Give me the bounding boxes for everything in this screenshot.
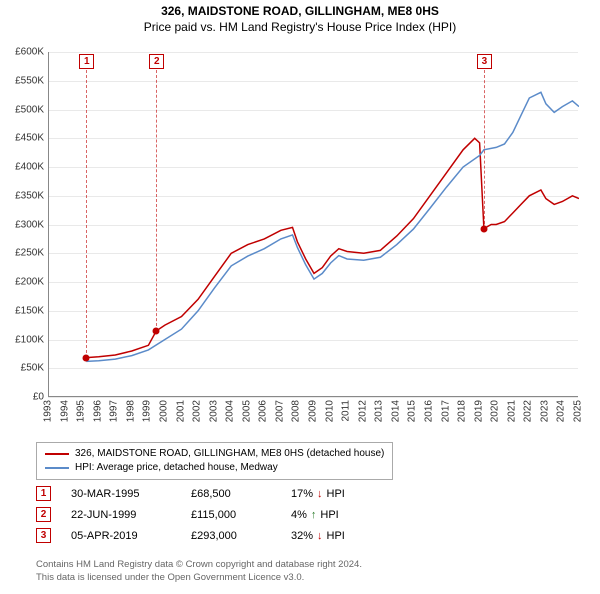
arrow-up-icon: ↑ bbox=[311, 509, 317, 521]
plot-area: 1 2 3 bbox=[48, 52, 578, 397]
marker-dashed-line bbox=[484, 70, 485, 229]
line-plot bbox=[49, 52, 579, 397]
marker-dashed-line bbox=[86, 70, 87, 358]
xtick-label: 2020 bbox=[490, 400, 501, 422]
legend-label: HPI: Average price, detached house, Medw… bbox=[75, 461, 278, 475]
xtick-label: 2012 bbox=[357, 400, 368, 422]
xtick-label: 2011 bbox=[341, 400, 352, 422]
xtick-label: 1998 bbox=[125, 400, 136, 422]
transaction-marker: 1 bbox=[36, 486, 51, 501]
transaction-row: 3 05-APR-2019 £293,000 32% ↓ HPI bbox=[36, 528, 391, 543]
xtick-label: 2000 bbox=[158, 400, 169, 422]
xtick-label: 2019 bbox=[473, 400, 484, 422]
footer-line-1: Contains HM Land Registry data © Crown c… bbox=[36, 558, 362, 571]
xtick-label: 2002 bbox=[192, 400, 203, 422]
legend-item: HPI: Average price, detached house, Medw… bbox=[45, 461, 384, 475]
transaction-diff: 17% ↓ HPI bbox=[291, 488, 391, 500]
diff-pct: 17% bbox=[291, 488, 313, 500]
marker-badge: 1 bbox=[79, 54, 94, 69]
chart-subtitle: Price paid vs. HM Land Registry's House … bbox=[0, 20, 600, 34]
ytick-label: £150K bbox=[15, 305, 44, 316]
xtick-label: 2016 bbox=[423, 400, 434, 422]
transaction-price: £293,000 bbox=[191, 530, 271, 542]
xtick-label: 2025 bbox=[573, 400, 584, 422]
marker-badge: 3 bbox=[477, 54, 492, 69]
transaction-diff: 4% ↑HPI bbox=[291, 509, 391, 521]
legend: 326, MAIDSTONE ROAD, GILLINGHAM, ME8 0HS… bbox=[36, 442, 393, 480]
xtick-label: 2003 bbox=[208, 400, 219, 422]
arrow-down-icon: ↓ bbox=[317, 530, 323, 542]
legend-swatch bbox=[45, 467, 69, 469]
xtick-label: 2004 bbox=[225, 400, 236, 422]
diff-suffix: HPI bbox=[327, 488, 345, 500]
xtick-label: 2008 bbox=[291, 400, 302, 422]
ytick-label: £450K bbox=[15, 133, 44, 144]
ytick-label: £250K bbox=[15, 248, 44, 259]
ytick-label: £600K bbox=[15, 47, 44, 58]
ytick-label: £200K bbox=[15, 277, 44, 288]
legend-label: 326, MAIDSTONE ROAD, GILLINGHAM, ME8 0HS… bbox=[75, 447, 384, 461]
footer-attribution: Contains HM Land Registry data © Crown c… bbox=[36, 558, 362, 584]
gridline-y bbox=[48, 397, 578, 398]
transaction-diff: 32% ↓ HPI bbox=[291, 530, 391, 542]
transaction-row: 2 22-JUN-1999 £115,000 4% ↑HPI bbox=[36, 507, 391, 522]
ytick-label: £550K bbox=[15, 75, 44, 86]
marker-dot bbox=[480, 225, 487, 232]
ytick-label: £100K bbox=[15, 334, 44, 345]
transaction-date: 22-JUN-1999 bbox=[71, 509, 171, 521]
diff-pct: 4% bbox=[291, 509, 307, 521]
marker-dot bbox=[83, 354, 90, 361]
ytick-label: £400K bbox=[15, 162, 44, 173]
transaction-marker: 2 bbox=[36, 507, 51, 522]
xtick-label: 2017 bbox=[440, 400, 451, 422]
chart-title: 326, MAIDSTONE ROAD, GILLINGHAM, ME8 0HS bbox=[0, 4, 600, 18]
footer-line-2: This data is licensed under the Open Gov… bbox=[36, 571, 362, 584]
ytick-label: £50K bbox=[21, 363, 44, 374]
transaction-date: 30-MAR-1995 bbox=[71, 488, 171, 500]
xtick-label: 1997 bbox=[109, 400, 120, 422]
xtick-label: 1999 bbox=[142, 400, 153, 422]
xtick-label: 2007 bbox=[274, 400, 285, 422]
ytick-label: £350K bbox=[15, 190, 44, 201]
xtick-label: 2023 bbox=[539, 400, 550, 422]
xtick-label: 2005 bbox=[241, 400, 252, 422]
chart-container: 326, MAIDSTONE ROAD, GILLINGHAM, ME8 0HS… bbox=[0, 4, 600, 594]
marker-dashed-line bbox=[156, 70, 157, 331]
ytick-label: £300K bbox=[15, 219, 44, 230]
diff-suffix: HPI bbox=[320, 509, 338, 521]
xtick-label: 2021 bbox=[506, 400, 517, 422]
xtick-label: 1994 bbox=[59, 400, 70, 422]
xtick-label: 1995 bbox=[76, 400, 87, 422]
xtick-label: 2022 bbox=[523, 400, 534, 422]
legend-item: 326, MAIDSTONE ROAD, GILLINGHAM, ME8 0HS… bbox=[45, 447, 384, 461]
xtick-label: 2024 bbox=[556, 400, 567, 422]
marker-dot bbox=[153, 327, 160, 334]
xtick-label: 2010 bbox=[324, 400, 335, 422]
xtick-label: 2001 bbox=[175, 400, 186, 422]
xtick-label: 2014 bbox=[390, 400, 401, 422]
arrow-down-icon: ↓ bbox=[317, 488, 323, 500]
transaction-price: £68,500 bbox=[191, 488, 271, 500]
transaction-table: 1 30-MAR-1995 £68,500 17% ↓ HPI 2 22-JUN-1999 £1… bbox=[36, 486, 391, 549]
transaction-row: 1 30-MAR-1995 £68,500 17% ↓ HPI bbox=[36, 486, 391, 501]
transaction-date: 05-APR-2019 bbox=[71, 530, 171, 542]
diff-suffix: HPI bbox=[327, 530, 345, 542]
ytick-label: £500K bbox=[15, 104, 44, 115]
diff-pct: 32% bbox=[291, 530, 313, 542]
xtick-label: 2013 bbox=[374, 400, 385, 422]
transaction-marker: 3 bbox=[36, 528, 51, 543]
series-line bbox=[86, 138, 579, 357]
xtick-label: 2018 bbox=[457, 400, 468, 422]
series-line bbox=[86, 92, 579, 361]
transaction-price: £115,000 bbox=[191, 509, 271, 521]
xtick-label: 2006 bbox=[258, 400, 269, 422]
xtick-label: 2009 bbox=[308, 400, 319, 422]
xtick-label: 1996 bbox=[92, 400, 103, 422]
legend-swatch bbox=[45, 453, 69, 455]
xtick-label: 2015 bbox=[407, 400, 418, 422]
xtick-label: 1993 bbox=[43, 400, 54, 422]
marker-badge: 2 bbox=[149, 54, 164, 69]
